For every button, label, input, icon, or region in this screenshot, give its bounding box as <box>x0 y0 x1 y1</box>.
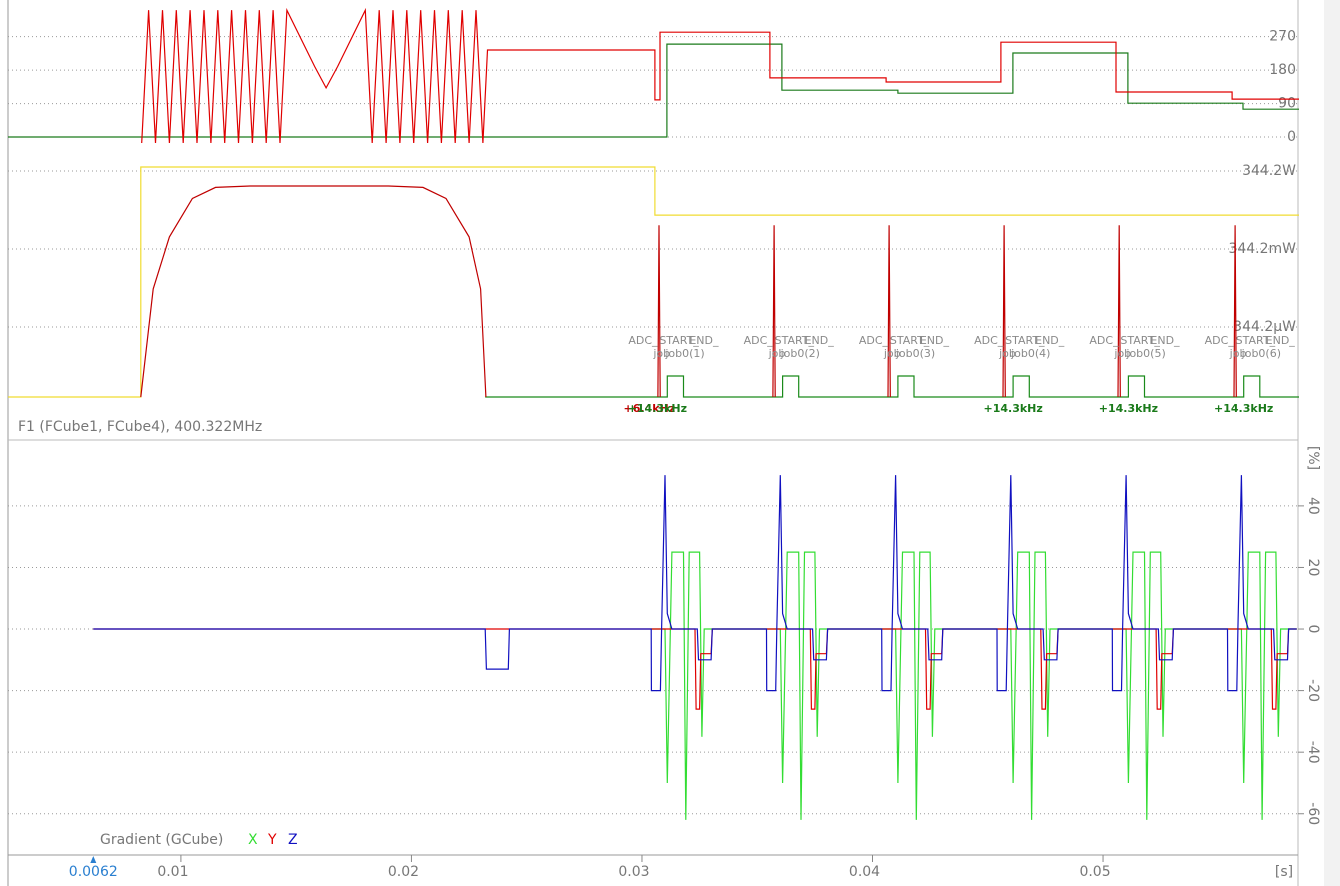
y-tick-label: 180 <box>1269 62 1296 78</box>
series-line <box>8 166 1299 398</box>
event-sublabel: job <box>883 347 901 360</box>
event-label: ADC_ <box>1205 334 1235 347</box>
x-tick-label: 0.05 <box>1079 864 1110 880</box>
series-line <box>485 375 1299 398</box>
legend-entry: Y <box>267 832 277 848</box>
x-axis-label: [s] <box>1275 864 1293 880</box>
event-label: ADC_ <box>1089 334 1119 347</box>
y-tick-label: 20 <box>1305 559 1321 577</box>
event-label: END_ <box>1266 334 1296 347</box>
event-sublabel: job <box>998 347 1016 360</box>
cursor-marker <box>90 856 97 863</box>
legend-entry: Z <box>288 832 298 848</box>
y-tick-label: 344.2W <box>1242 163 1296 179</box>
event-label: START_ <box>775 334 815 347</box>
y-tick-label: -40 <box>1305 741 1321 764</box>
y-tick-label: 344.2µW <box>1233 319 1296 335</box>
freq-label: +14.3kHz <box>1214 402 1273 415</box>
event-label: END_ <box>805 334 835 347</box>
y-tick-label: 0 <box>1287 129 1296 145</box>
event-sublabel: job <box>652 347 670 360</box>
series-line <box>8 43 1299 138</box>
gradient-title: Gradient (GCube) <box>100 832 223 848</box>
event-label: START_ <box>890 334 930 347</box>
event-label: END_ <box>1150 334 1180 347</box>
event-label: ADC_ <box>628 334 658 347</box>
legend-entry: X <box>248 832 258 848</box>
event-sublabel: job <box>1229 347 1247 360</box>
event-label: ADC_ <box>974 334 1004 347</box>
rf-panel-title: F1 (FCube1, FCube4), 400.322MHz <box>18 419 262 435</box>
event-label: START_ <box>659 334 699 347</box>
y-tick-label: -60 <box>1305 802 1321 825</box>
x-tick-label: 0.04 <box>849 864 880 880</box>
event-label: ADC_ <box>744 334 774 347</box>
event-label: ADC_ <box>859 334 889 347</box>
series-line <box>93 475 1297 692</box>
event-label: START_ <box>1236 334 1276 347</box>
x-tick-label: 0.02 <box>388 864 419 880</box>
event-sublabel: job0(4) <box>1010 347 1050 360</box>
y-axis-label: [%] <box>1305 446 1321 470</box>
event-sublabel: job <box>768 347 786 360</box>
freq-label: +6.4kHz <box>624 402 676 415</box>
y-tick-label: 344.2mW <box>1228 241 1296 257</box>
event-sublabel: job0(1) <box>664 347 704 360</box>
event-sublabel: job0(2) <box>780 347 820 360</box>
series-line <box>140 185 1237 398</box>
x-tick-label: 0.03 <box>618 864 649 880</box>
event-sublabel: job0(5) <box>1125 347 1165 360</box>
freq-label: +14.3kHz <box>628 402 687 415</box>
event-sublabel: job <box>1113 347 1131 360</box>
y-tick-label: 40 <box>1305 497 1321 515</box>
y-tick-label: 0 <box>1305 625 1321 634</box>
series-line <box>141 7 1299 144</box>
y-tick-label: -20 <box>1305 679 1321 702</box>
event-label: END_ <box>920 334 950 347</box>
freq-label: +14.3kHz <box>983 402 1042 415</box>
x-tick-label: 0.01 <box>157 864 188 880</box>
scrollbar[interactable] <box>1324 0 1340 886</box>
event-sublabel: job0(3) <box>895 347 935 360</box>
event-label: END_ <box>689 334 719 347</box>
freq-label: +14.3kHz <box>1099 402 1158 415</box>
y-tick-label: 270 <box>1269 29 1296 45</box>
event-label: START_ <box>1120 334 1160 347</box>
event-sublabel: job0(6) <box>1241 347 1281 360</box>
event-label: END_ <box>1035 334 1065 347</box>
event-label: START_ <box>1005 334 1045 347</box>
cursor-label: 0.0062 <box>69 864 118 880</box>
